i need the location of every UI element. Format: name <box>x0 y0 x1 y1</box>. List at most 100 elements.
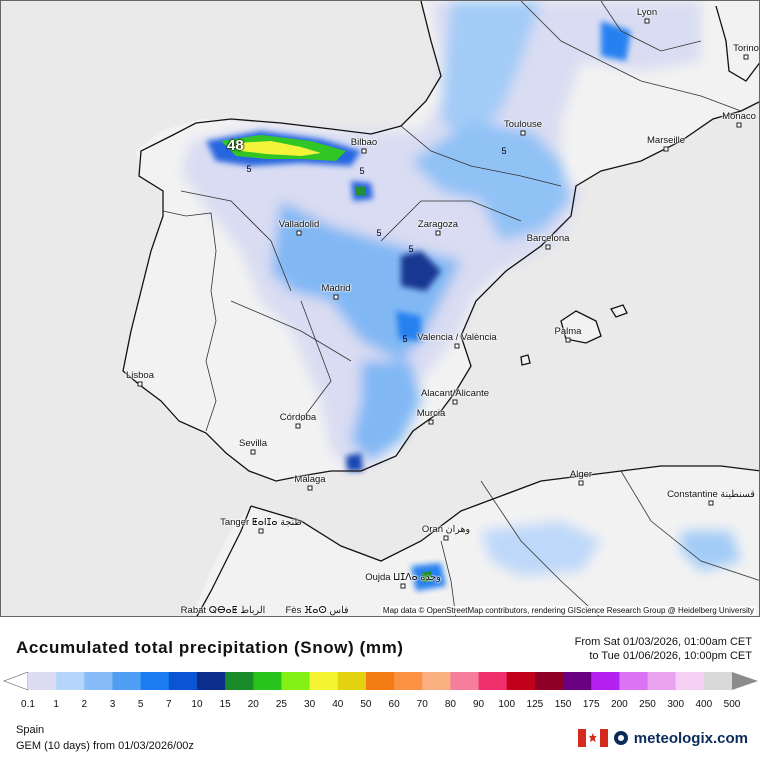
legend-swatch <box>563 672 592 690</box>
contour-label: 5 <box>359 166 365 176</box>
legend-tick-label: 25 <box>276 699 288 710</box>
legend-tick-label: 200 <box>611 699 628 710</box>
city-marker <box>333 294 339 300</box>
legend-swatch <box>422 672 451 690</box>
legend-swatch <box>591 672 620 690</box>
legend-tick-label: 60 <box>389 699 401 710</box>
legend-tick-label: 30 <box>304 699 316 710</box>
coastlines <box>122 1 759 616</box>
city-marker <box>443 535 449 541</box>
legend-swatch <box>84 672 113 690</box>
legend-swatch <box>253 672 282 690</box>
city-label: Marseille <box>646 135 686 146</box>
city-marker <box>736 122 742 128</box>
brand-name: meteologix.com <box>633 729 748 747</box>
city-marker <box>400 583 406 589</box>
legend-swatch <box>619 672 649 690</box>
meteologix-logo-icon <box>613 731 628 745</box>
legend-tick-label: 10 <box>191 699 203 710</box>
city-label: Valladolid <box>278 219 320 230</box>
legend-tick-label: 100 <box>498 699 515 710</box>
contour-label: 5 <box>402 334 408 344</box>
borders <box>162 1 759 616</box>
legend-tick-label: 500 <box>724 699 741 710</box>
legend-tick-label: 400 <box>695 699 712 710</box>
legend-tick-label: 250 <box>639 699 656 710</box>
city-label: Lyon <box>636 7 658 18</box>
city-label: Málaga <box>294 474 326 485</box>
city-marker <box>250 449 256 455</box>
legend-swatch <box>337 672 367 690</box>
model-run-label: GEM (10 days) from 01/03/2026/00z <box>16 740 194 752</box>
city-label: Bilbao <box>350 137 378 148</box>
legend-swatch <box>196 672 226 690</box>
legend-tick-label: 20 <box>248 699 260 710</box>
city-marker <box>454 343 460 349</box>
city-label: Oujda ⵡⵊⴷⴰ وجدة <box>365 572 441 583</box>
date-from: From Sat 01/03/2026, 01:00am CET <box>574 636 752 648</box>
city-label: Torino <box>733 43 759 54</box>
legend-tick-label: 70 <box>417 699 429 710</box>
legend-swatch <box>140 672 170 690</box>
contour-label: 5 <box>408 244 414 254</box>
city-label: Monaco <box>722 111 756 122</box>
city-marker <box>361 148 367 154</box>
city-label: Sevilla <box>239 438 267 449</box>
legend-swatch <box>112 672 142 690</box>
city-label: Toulouse <box>503 119 543 130</box>
legend-tick-label: 80 <box>445 699 457 710</box>
city-label: Zaragoza <box>417 219 459 230</box>
legend-tick-label: 300 <box>667 699 684 710</box>
city-marker <box>520 130 526 136</box>
city-marker <box>296 230 302 236</box>
city-marker <box>137 381 143 387</box>
city-marker <box>578 480 584 486</box>
city-label: Lisboa <box>126 370 154 381</box>
brand[interactable]: meteologix.com <box>577 729 748 747</box>
city-label: Palma <box>554 326 582 337</box>
legend-swatch <box>28 672 57 690</box>
precipitation-map[interactable]: 48 5 5 5 5 5 5 Lyon Torino Monaco Marseille… <box>0 0 760 617</box>
city-marker <box>565 337 571 343</box>
city-marker <box>644 18 650 24</box>
legend-tick-label: 2 <box>82 699 88 710</box>
city-label: Córdoba <box>279 412 317 423</box>
legend-swatch <box>56 672 85 690</box>
date-to: to Tue 01/06/2026, 10:00pm CET <box>589 650 752 662</box>
city-label: Valencia / València <box>417 332 497 343</box>
max-value-label: 48 <box>227 137 244 154</box>
legend-swatch <box>675 672 705 690</box>
legend-tick-label: 15 <box>220 699 232 710</box>
city-label: Tanger ⵟⴰⵏⵊⴰ طنجة <box>220 517 302 528</box>
legend-swatch <box>534 672 564 690</box>
legend-tick-label: 150 <box>555 699 572 710</box>
legend-arrow-right <box>732 672 758 690</box>
city-label: Murcia <box>416 408 446 419</box>
city-label: Constantine قسنطينة <box>667 489 755 500</box>
legend-tick-label: 40 <box>332 699 344 710</box>
legend-tick-label: 1 <box>53 699 59 710</box>
city-marker <box>428 419 434 425</box>
canada-flag-icon <box>577 729 608 747</box>
city-label: Oran وهران <box>421 524 471 535</box>
city-marker <box>545 244 551 250</box>
legend-swatch <box>168 672 198 690</box>
city-marker <box>295 423 301 429</box>
legend-tick-label: 3 <box>110 699 116 710</box>
legend-tick-label: 50 <box>360 699 372 710</box>
region-label: Spain <box>16 724 45 736</box>
color-legend: 0.1 1 2 3 5 7 10 15 20 25 30 40 50 60 70 80 90 100 125 150 1… <box>0 671 760 712</box>
city-label: Fès ⴼⴰⵙ فاس <box>285 605 349 616</box>
city-label: Barcelona <box>526 233 570 244</box>
precip-shading <box>181 1 741 591</box>
legend-swatch <box>365 672 395 690</box>
map-attribution: Map data © OpenStreetMap contributors, r… <box>380 606 756 615</box>
city-marker <box>743 54 749 60</box>
map-canvas <box>121 1 759 616</box>
legend-swatch <box>309 672 339 690</box>
chart-title: Accumulated total precipitation (Snow) (… <box>16 638 404 657</box>
contour-label: 5 <box>501 146 507 156</box>
legend-bar: 0.1 1 2 3 5 7 10 15 20 25 30 40 50 60 70 80 90 100 125 150 1… <box>3 671 758 710</box>
legend-swatch <box>394 672 423 690</box>
contour-label: 5 <box>246 164 252 174</box>
